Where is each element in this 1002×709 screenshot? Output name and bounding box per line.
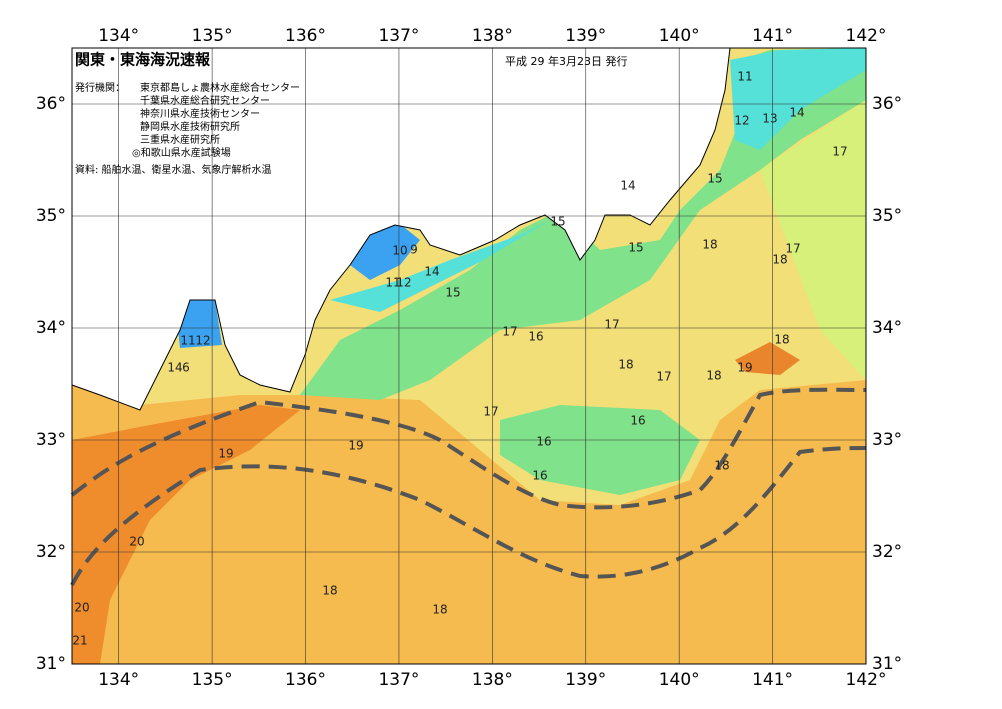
contour-label: 19 xyxy=(737,361,752,375)
contour-label: 12 xyxy=(734,114,749,128)
contour-label: 19 xyxy=(218,447,233,461)
lon-tick-label: 139° xyxy=(565,670,606,690)
lat-tick-label: 32° xyxy=(36,542,66,562)
contour-label: 16 xyxy=(536,435,551,449)
contour-label: 18 xyxy=(772,253,787,267)
contour-label: 11 xyxy=(385,276,400,290)
contour-label: 20 xyxy=(74,601,89,615)
lon-tick-label: 140° xyxy=(659,670,700,690)
land xyxy=(71,47,731,411)
contour-label: 18 xyxy=(618,358,633,372)
contour-label: 18 xyxy=(432,603,447,617)
lon-tick-label: 142° xyxy=(846,26,887,46)
contour-label: 13 xyxy=(762,112,777,126)
lon-tick-label: 138° xyxy=(472,670,513,690)
contour-label: 17 xyxy=(502,325,517,339)
data-source: 資料: 船舶水温、衛星水温、気象庁解析水温 xyxy=(75,163,272,176)
lon-tick-label: 140° xyxy=(659,26,700,46)
publisher: 神奈川県水産技術センター xyxy=(140,107,260,120)
lat-tick-label: 36° xyxy=(872,94,902,114)
map-frame xyxy=(71,47,867,665)
lat-tick-label: 35° xyxy=(36,206,66,226)
lat-tick-label: 31° xyxy=(36,654,66,674)
publisher-label: 発行機関： xyxy=(75,81,125,94)
contour-label: 17 xyxy=(656,370,671,384)
cold-north xyxy=(730,48,866,150)
contour-label: 14 xyxy=(620,179,635,193)
contour-label: 12 xyxy=(195,334,210,348)
lat-tick-label: 32° xyxy=(872,542,902,562)
lon-tick-label: 134° xyxy=(98,26,139,46)
contour-label: 17 xyxy=(832,145,847,159)
contour-label: 18 xyxy=(714,459,729,473)
contour-label: 20 xyxy=(129,535,144,549)
contour-label: 15 xyxy=(628,241,643,255)
lon-tick-label: 135° xyxy=(192,670,233,690)
contour-label: 9 xyxy=(410,243,418,257)
map-title: 関東・東海海況速報 xyxy=(75,51,211,69)
lat-tick-label: 31° xyxy=(872,654,902,674)
publisher: 三重県水産研究所 xyxy=(140,133,220,146)
lon-tick-label: 142° xyxy=(846,670,887,690)
lon-tick-label: 141° xyxy=(752,670,793,690)
contour-label: 18 xyxy=(706,369,721,383)
contour-label: 11 xyxy=(180,334,195,348)
contour-label: 15 xyxy=(707,172,722,186)
contour-label: 16 xyxy=(528,330,543,344)
map-layers xyxy=(70,47,867,664)
contour-label: 21 xyxy=(72,634,87,648)
kuroshio-edge xyxy=(70,446,867,586)
issue-date: 平成 29 年3月23日 発行 xyxy=(505,54,627,68)
publisher: 東京都島しょ農林水産総合センター xyxy=(140,81,300,94)
contour-label: 18 xyxy=(322,584,337,598)
warm-zone xyxy=(72,405,300,664)
lon-tick-label: 137° xyxy=(378,670,419,690)
lon-tick-label: 137° xyxy=(378,26,419,46)
cold-coastal xyxy=(330,220,550,312)
lat-tick-label: 34° xyxy=(36,318,66,338)
publisher: 千葉県水産総合研究センター xyxy=(140,94,270,107)
lat-tick-label: 33° xyxy=(872,430,902,450)
contour-label: 18 xyxy=(774,333,789,347)
contour-label: 14 xyxy=(424,265,439,279)
warm-blob xyxy=(735,342,800,375)
lon-tick-label: 139° xyxy=(565,26,606,46)
lon-tick-label: 135° xyxy=(192,26,233,46)
contour-label: 12 xyxy=(396,276,411,290)
lat-tick-label: 34° xyxy=(872,318,902,338)
osaka-bay xyxy=(175,300,222,348)
contour-label: 14 xyxy=(789,106,804,120)
publisher: 静岡県水産技術研究所 xyxy=(140,120,240,133)
contour-label: 15 xyxy=(445,286,460,300)
contour-label: 16 xyxy=(532,469,547,483)
lon-tick-label: 136° xyxy=(285,670,326,690)
contour-label: 17 xyxy=(785,242,800,256)
contour-label: 10 xyxy=(392,244,407,258)
publisher: ◎和歌山県水産試験場 xyxy=(132,146,231,159)
cool-eddy xyxy=(500,405,700,495)
lon-tick-label: 138° xyxy=(472,26,513,46)
lat-tick-label: 36° xyxy=(36,94,66,114)
contour-label: 19 xyxy=(348,439,363,453)
contour-label: 16 xyxy=(630,414,645,428)
lon-tick-label: 136° xyxy=(285,26,326,46)
contour-label: 17 xyxy=(604,318,619,332)
lat-tick-label: 33° xyxy=(36,430,66,450)
cool-zone xyxy=(300,48,866,400)
contour-label: 6 xyxy=(182,361,190,375)
kuroshio-edge xyxy=(70,387,867,510)
contour-label: 17 xyxy=(483,405,498,419)
lat-tick-label: 35° xyxy=(872,206,902,226)
lon-tick-label: 134° xyxy=(98,670,139,690)
contour-label: 11 xyxy=(737,70,752,84)
contour-label: 18 xyxy=(702,238,717,252)
east-zone xyxy=(760,100,866,380)
contour-label: 15 xyxy=(550,215,565,229)
contour-label: 14 xyxy=(167,361,182,375)
lon-tick-label: 141° xyxy=(752,26,793,46)
